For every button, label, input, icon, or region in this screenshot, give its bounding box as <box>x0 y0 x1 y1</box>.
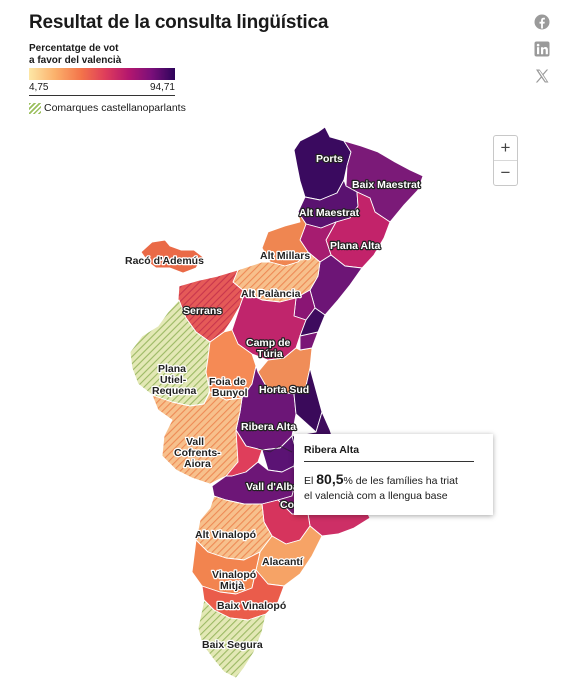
label-plana-requena-3: Requena <box>152 385 197 397</box>
label-vinalopo-mitja-2: Mitjà <box>220 580 244 592</box>
legend-title: Percentatge de vot a favor del valencià <box>29 43 159 67</box>
region-raco-ademus[interactable] <box>140 239 204 274</box>
legend-divider <box>29 95 175 96</box>
label-vall-cofrents-1: Vall <box>186 436 204 448</box>
label-camp-turia-2: Túria <box>257 348 283 360</box>
legend-color-scale <box>29 68 175 80</box>
linkedin-share-button[interactable] <box>533 40 551 58</box>
zoom-divider <box>494 160 517 161</box>
label-alt-vinalopo: Alt Vinalopó <box>195 529 256 541</box>
region-baix-segura[interactable] <box>197 599 267 679</box>
page-title: Resultat de la consulta lingüística <box>29 12 329 33</box>
label-vall-cofrents-3: Aiora <box>184 458 211 470</box>
label-ports: Ports <box>316 153 343 165</box>
facebook-icon <box>534 14 550 30</box>
tooltip-title: Ribera Alta <box>304 444 474 462</box>
legend-max-value: 94,71 <box>149 82 175 93</box>
label-comtat: Co <box>280 499 294 511</box>
facebook-share-button[interactable] <box>533 13 551 31</box>
region-valencia-city[interactable] <box>299 331 319 351</box>
label-alt-maestrat: Alt Maestrat <box>299 207 360 219</box>
river-line <box>257 445 293 453</box>
region-ribera-baixa[interactable] <box>293 367 323 433</box>
label-plana-alta: Plana Alta <box>330 240 381 252</box>
label-ribera-alta: Ribera Alta <box>241 421 296 433</box>
label-raco-ademus: Racó d'Ademús <box>125 255 204 267</box>
hatch-swatch <box>29 103 41 114</box>
label-plana-requena-2: Utiel- <box>160 374 187 386</box>
label-camp-turia-1: Camp de <box>246 337 291 349</box>
legend-title-line2: a favor del valencià <box>29 55 122 66</box>
region-alt-millars[interactable] <box>261 211 309 267</box>
tooltip-body: El 80,5% de les famílies ha triat el val… <box>304 472 483 504</box>
region-baix-maestrat[interactable] <box>343 140 424 223</box>
label-plana-requena-1: Plana <box>158 363 186 375</box>
label-serrans: Serrans <box>183 305 222 317</box>
label-baix-maestrat: Baix Maestrat <box>352 179 421 191</box>
tooltip-value: 80,5 <box>316 471 344 487</box>
zoom-in-button[interactable]: + <box>500 138 511 157</box>
x-share-button[interactable] <box>533 67 551 85</box>
label-alt-millars: Alt Millars <box>260 250 310 262</box>
x-icon <box>535 69 549 83</box>
label-baix-vinalopo: Baix Vinalopó <box>217 600 286 612</box>
legend-title-line1: Percentatge de vot <box>29 43 119 54</box>
linkedin-icon <box>534 41 550 57</box>
region-tooltip: Ribera Alta El 80,5% de les famílies ha … <box>294 434 493 515</box>
zoom-control: + − <box>493 135 518 186</box>
tooltip-line2: el valencià com a llengua base <box>304 490 448 502</box>
tooltip-suffix: % de les famílies ha triat <box>343 475 458 487</box>
label-vall-cofrents-2: Cofrents- <box>174 447 221 459</box>
label-alt-palancia: Alt Palància <box>241 288 301 300</box>
region-alt-vinalopo[interactable] <box>195 495 273 561</box>
label-vinalopo-mitja-1: Vinalopó <box>212 569 256 581</box>
tooltip-prefix: El <box>304 475 317 487</box>
label-horta-sud: Horta Sud <box>259 384 309 396</box>
label-foia-bunyol-2: Bunyol <box>212 387 248 399</box>
zoom-out-button[interactable]: − <box>500 163 511 182</box>
legend-min-value: 4,75 <box>29 82 49 93</box>
label-baix-segura: Baix Segura <box>202 639 263 651</box>
hatch-legend-label: Comarques castellanoparlants <box>44 102 186 114</box>
label-foia-bunyol-1: Foia de <box>209 376 246 388</box>
label-alacanti: Alacantí <box>262 556 304 568</box>
